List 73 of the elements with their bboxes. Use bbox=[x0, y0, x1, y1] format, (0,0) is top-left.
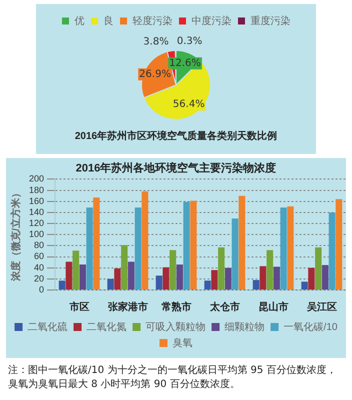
data-label: 26.9% bbox=[139, 69, 171, 80]
bar bbox=[336, 199, 342, 290]
y-tick-label: 200 bbox=[28, 174, 44, 184]
bar bbox=[232, 218, 238, 290]
bar bbox=[66, 262, 72, 290]
bar bbox=[266, 250, 274, 290]
legend-label: 一氧化碳/10 bbox=[284, 320, 338, 333]
legend-label: 优 bbox=[74, 16, 84, 27]
data-label: 3.8% bbox=[143, 36, 169, 48]
legend-label: 轻度污染 bbox=[132, 14, 172, 27]
legend-label: 重度污染 bbox=[250, 14, 290, 27]
y-tick-label: 20 bbox=[34, 273, 44, 284]
bar bbox=[224, 268, 232, 290]
bar bbox=[204, 280, 211, 290]
bar bbox=[280, 207, 287, 290]
bar bbox=[170, 250, 176, 290]
legend-label: 可吸入颗粒物 bbox=[146, 320, 206, 333]
y-tick-label: 80 bbox=[34, 240, 44, 250]
bar bbox=[156, 276, 162, 290]
bar bbox=[58, 280, 66, 290]
bar bbox=[72, 250, 80, 290]
y-tick-label: 60 bbox=[34, 251, 44, 262]
bar bbox=[308, 268, 315, 290]
bar bbox=[107, 278, 114, 290]
bar bbox=[315, 247, 322, 290]
bar bbox=[162, 267, 170, 290]
y-tick-label: 180 bbox=[28, 184, 44, 195]
bar bbox=[176, 264, 183, 290]
chart-title: 2016年苏州各地环境空气主要污染物浓度 bbox=[76, 162, 276, 175]
legend-label: 良 bbox=[104, 14, 114, 27]
bar bbox=[252, 280, 260, 290]
bar bbox=[273, 266, 280, 290]
data-label: 0.3% bbox=[176, 36, 202, 48]
legend-label: 二氧化氮 bbox=[86, 320, 127, 333]
bar bbox=[287, 206, 294, 290]
y-tick-label: 0 bbox=[39, 284, 44, 294]
x-tick-label: 太仓市 bbox=[208, 300, 240, 313]
bar bbox=[114, 268, 121, 290]
data-label: 12.6% bbox=[169, 58, 201, 69]
y-tick-label: 40 bbox=[34, 262, 44, 272]
legend-label: 二氧化硫 bbox=[28, 320, 68, 333]
x-tick-label: 市区 bbox=[68, 300, 90, 313]
y-tick-label: 100 bbox=[28, 229, 44, 240]
bar bbox=[142, 191, 148, 290]
y-tick-label: 140 bbox=[28, 206, 44, 217]
y-tick-label: 160 bbox=[28, 196, 44, 206]
bar bbox=[322, 265, 328, 290]
bar bbox=[211, 270, 218, 290]
x-tick-label: 吴江区 bbox=[306, 300, 337, 313]
legend-label: 中度污染 bbox=[192, 14, 232, 27]
bar bbox=[128, 262, 134, 290]
y-axis-title: 浓度（微克/立方米） bbox=[10, 188, 22, 282]
bar bbox=[86, 207, 93, 290]
bar bbox=[93, 197, 100, 290]
bar bbox=[134, 207, 142, 290]
bar bbox=[238, 196, 246, 290]
bar bbox=[218, 247, 225, 290]
x-tick-label: 张家港市 bbox=[108, 300, 148, 313]
bar bbox=[183, 202, 190, 290]
data-label: 56.4% bbox=[172, 99, 205, 110]
bar bbox=[328, 212, 336, 290]
y-tick-label: 120 bbox=[28, 218, 44, 228]
legend-label: 细颗粒物 bbox=[224, 320, 265, 333]
bar bbox=[190, 200, 197, 290]
bar bbox=[260, 266, 266, 290]
text: 注：图中一氧化碳/10 为十分之一的一氧化碳日平均第 95 百分位数浓度，臭氧为臭氧日最大 8 小时平均第 90 百分位数浓度。 bbox=[7, 364, 338, 392]
x-tick-label: 常熟市 bbox=[161, 300, 192, 313]
bar bbox=[121, 245, 128, 290]
legend-label: 臭氧 bbox=[172, 336, 192, 349]
bar bbox=[301, 282, 308, 290]
x-tick-label: 昆山市 bbox=[258, 300, 288, 313]
bar bbox=[79, 264, 86, 290]
text: 2016年苏州市区环境空气质量各类别天数比例 bbox=[74, 130, 278, 142]
